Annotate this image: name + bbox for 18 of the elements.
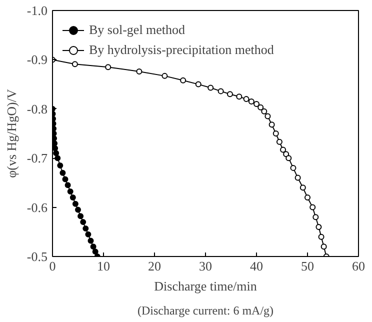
y-tick-label: -0.7 [26, 150, 48, 166]
x-tick-label: 0 [49, 258, 56, 274]
legend-label: By hydrolysis-precipitation method [89, 42, 274, 58]
x-tick-label: 10 [97, 258, 110, 274]
x-tick-label: 30 [199, 258, 212, 274]
y-tick-label: -0.9 [26, 52, 48, 68]
y-axis-title: φ(vs Hg/HgO)/V [4, 88, 19, 178]
legend-label: By sol-gel method [89, 22, 186, 38]
y-tick-label: -0.8 [26, 101, 48, 116]
y-tick-label: -0.6 [26, 200, 48, 215]
y-tick-label: -0.5 [26, 249, 48, 264]
x-tick-label: 40 [250, 258, 263, 274]
x-axis-title: Discharge time/min [154, 278, 258, 294]
text: (Discharge current: 6 mA/g) [137, 304, 274, 318]
y-tick-label: -1.0 [26, 3, 48, 18]
x-tick-label: 20 [148, 258, 161, 274]
x-tick-label: 50 [301, 258, 314, 274]
x-tick-label: 60 [352, 258, 365, 274]
